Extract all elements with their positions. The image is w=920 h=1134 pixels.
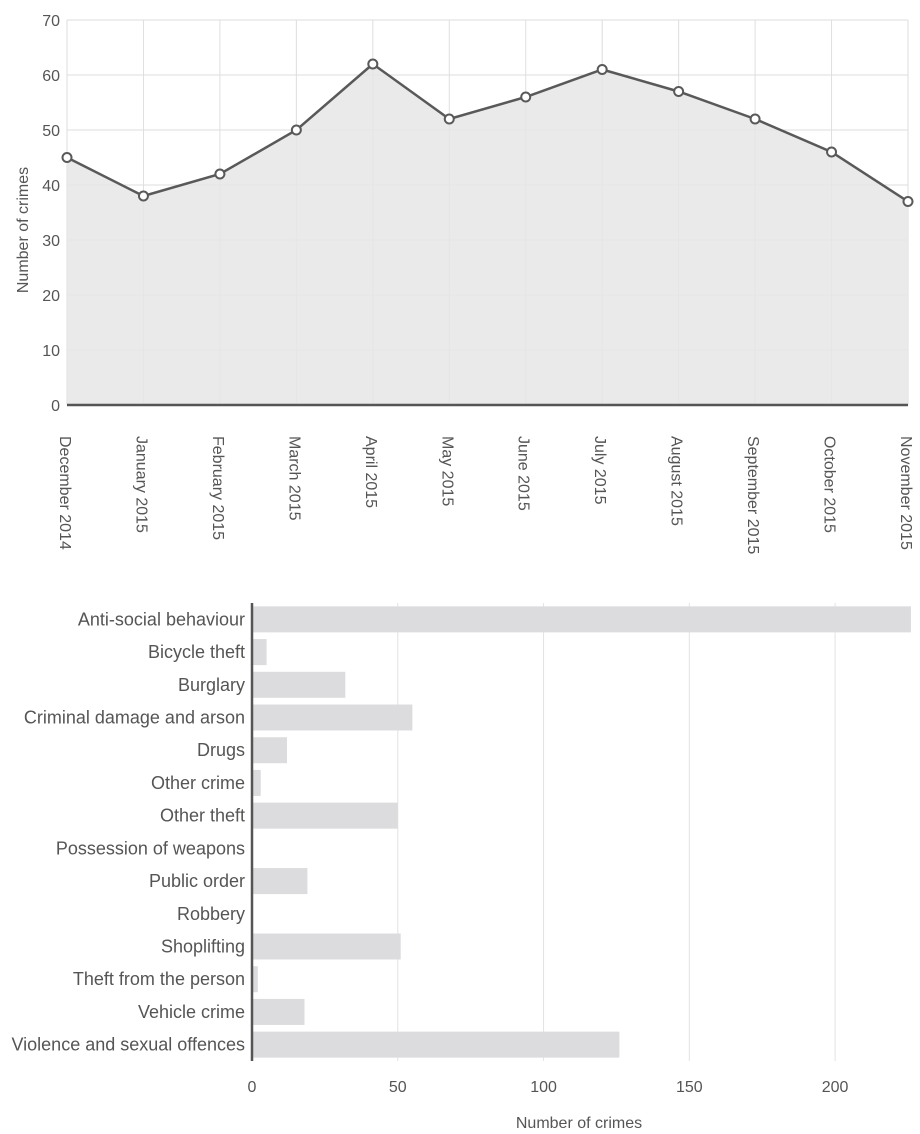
category-label: Vehicle crime bbox=[138, 1002, 245, 1022]
category-label: Drugs bbox=[197, 740, 245, 760]
x-tick-label: 0 bbox=[248, 1079, 257, 1096]
bar bbox=[252, 672, 345, 698]
bar bbox=[252, 606, 911, 632]
category-label: Shoplifting bbox=[161, 937, 245, 957]
bar bbox=[252, 803, 398, 829]
category-label: Criminal damage and arson bbox=[24, 708, 245, 728]
x-tick-label: 100 bbox=[530, 1079, 557, 1096]
bar bbox=[252, 770, 261, 796]
x-axis-title: Number of crimes bbox=[516, 1115, 642, 1132]
bar bbox=[252, 1032, 619, 1058]
category-label: Bicycle theft bbox=[148, 642, 245, 662]
category-label: Other crime bbox=[151, 773, 245, 793]
category-label: Public order bbox=[149, 871, 245, 891]
x-tick-label: 150 bbox=[676, 1079, 703, 1096]
category-label: Robbery bbox=[177, 904, 245, 924]
category-label: Other theft bbox=[160, 806, 245, 826]
category-label: Burglary bbox=[178, 675, 245, 695]
bar bbox=[252, 737, 287, 763]
x-tick-label: 50 bbox=[389, 1079, 407, 1096]
bar bbox=[252, 999, 304, 1025]
category-label: Violence and sexual offences bbox=[11, 1035, 245, 1055]
x-tick-label: 200 bbox=[822, 1079, 849, 1096]
category-label: Theft from the person bbox=[73, 969, 245, 989]
category-label: Possession of weapons bbox=[56, 838, 245, 858]
bar bbox=[252, 705, 412, 731]
bar bbox=[252, 639, 267, 665]
bar bbox=[252, 868, 307, 894]
category-label: Anti-social behaviour bbox=[78, 609, 245, 629]
bar bbox=[252, 934, 401, 960]
